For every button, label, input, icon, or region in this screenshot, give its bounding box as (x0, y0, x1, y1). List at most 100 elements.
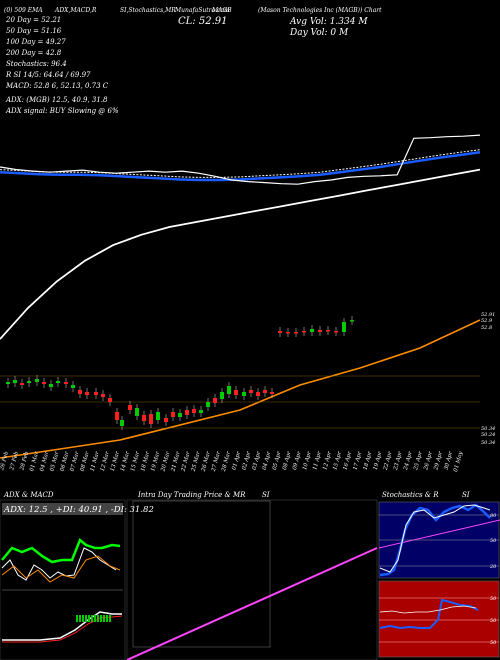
si-panel-title: SI (262, 491, 270, 499)
macd-histogram-bar (106, 615, 108, 622)
candle-body (286, 332, 290, 334)
date-label: 01 May (453, 450, 464, 472)
candle-body (49, 384, 53, 387)
macd-histogram-bar (100, 615, 102, 622)
candle-body (278, 331, 282, 333)
candle-body (164, 418, 168, 422)
macd-histogram-bar (76, 615, 78, 622)
header-company: (Mason Technologies Inc (MAGB)) Chart (258, 7, 382, 14)
date-label: 13 Mar (110, 451, 121, 473)
indicator-line: 50 Day = 51.16 (6, 27, 62, 35)
candle-body (178, 413, 182, 417)
date-label: 23 Apr (393, 451, 404, 472)
ema-long-line (0, 168, 481, 340)
date-label: 26 Mar (201, 451, 212, 473)
rsi-axis-label: 50 (490, 618, 497, 624)
candle-body (108, 398, 112, 402)
header-indicators: ADX,MACD,R (54, 7, 97, 14)
date-label: 08 Apr (282, 451, 293, 471)
macd-histogram-bar (103, 615, 105, 622)
volume-axis-label: 50.34 (481, 426, 495, 432)
date-label: 02 Apr (242, 451, 253, 471)
stochastics-axis: 80 50 20 50 50 50 (489, 513, 497, 646)
indicator-line: ADX signal: BUY Slowing @ 6% (5, 107, 119, 115)
candle-body (64, 382, 68, 384)
indicator-line: 100 Day = 49.27 (6, 38, 66, 46)
candle-body (318, 330, 322, 332)
indicator-line: 200 Day = 42.8 (5, 49, 62, 57)
candle-body (213, 398, 217, 403)
date-label: 17 Apr (353, 451, 364, 471)
intraday-panel-title: Intra Day Trading Price & MR (137, 491, 246, 499)
candle-body (334, 331, 338, 333)
candle-body (42, 382, 46, 384)
date-label: 22 Apr (383, 451, 394, 472)
adx-values: ADX: 12.5 , +DI: 40.91 , -DI: 31.82 (3, 505, 154, 515)
header-symbol-link[interactable]: MunafaSutra.com (174, 7, 230, 14)
candle-body (142, 415, 146, 421)
macd-histogram-bar (85, 615, 87, 622)
date-label: 27 Mar (211, 451, 222, 473)
date-axis: 26 Feb 27 Feb 28 Feb 01 Mar 04 Mar 05 Mar 06 M… (0, 450, 464, 473)
date-label: 04 Apr (262, 451, 273, 471)
stoch-k-line (379, 503, 491, 577)
candle-body (302, 331, 306, 333)
close-price: CL: 52.91 (178, 16, 227, 27)
date-label: 09 Apr (292, 451, 303, 471)
rsi-line (379, 598, 479, 630)
adx-minus-di (1, 547, 117, 581)
indicator-line: Stochastics: 96.4 (6, 60, 67, 68)
candle-body (294, 332, 298, 334)
date-label: 15 Mar (130, 451, 141, 473)
candle-body (270, 392, 274, 394)
date-label: 28 Feb (19, 451, 30, 472)
stochastics-si-label: SI (462, 491, 470, 499)
price-axis-label: 52.91 (481, 312, 495, 318)
candle-body (220, 392, 224, 399)
candle-body (350, 320, 354, 322)
rsi-axis-label: 50 (490, 640, 497, 646)
date-label: 24 Apr (403, 451, 414, 472)
adx-panel (0, 499, 126, 660)
candle-body (35, 379, 39, 382)
date-label: 22 Mar (180, 451, 191, 473)
stoch-d-line (379, 504, 491, 573)
candle-body (13, 380, 17, 383)
header-indicator-set: SI,Stochastics,MR (120, 7, 176, 14)
date-label: 15 Apr (332, 451, 343, 471)
date-label: 03 Apr (252, 451, 263, 471)
rsi-lines (379, 597, 499, 643)
date-label: 30 Apr (443, 451, 454, 471)
indicator-summary: 20 Day = 52.21 50 Day = 51.16 100 Day = 49… (5, 16, 119, 115)
candle-body (78, 390, 82, 394)
candle-body (156, 412, 160, 420)
candle-body (199, 410, 203, 413)
candle-body (135, 408, 139, 416)
ema-blue-line (0, 151, 481, 182)
adx-lines (1, 537, 121, 583)
macd-histogram-bar (88, 615, 90, 622)
date-label: 29 Apr (433, 451, 444, 472)
si-line-extension (378, 519, 500, 549)
date-label: 28 Mar (221, 451, 232, 473)
date-label: 01 Mar (29, 451, 40, 473)
candle-body (71, 385, 75, 388)
stoch-axis-label: 80 (490, 513, 497, 519)
candle-body (256, 392, 260, 396)
candle-body (94, 392, 98, 395)
candle-body (120, 420, 124, 426)
header-ticker: MAGB (211, 7, 232, 14)
macd-lines (2, 611, 123, 643)
macd-histogram-bar (109, 615, 111, 622)
si-line (126, 547, 378, 660)
ema-long-inner (0, 171, 481, 342)
candle-body (128, 405, 132, 410)
price-axis-label: 52.9 (481, 318, 493, 324)
macd-histogram-bar (79, 615, 81, 622)
date-label: 12 Apr (322, 451, 333, 471)
date-label: 19 Apr (373, 451, 384, 471)
avg-volume: Avg Vol: 1.334 M (289, 17, 368, 27)
price-axis-label: 52.8 (481, 325, 492, 331)
date-label: 07 Mar (70, 451, 81, 473)
